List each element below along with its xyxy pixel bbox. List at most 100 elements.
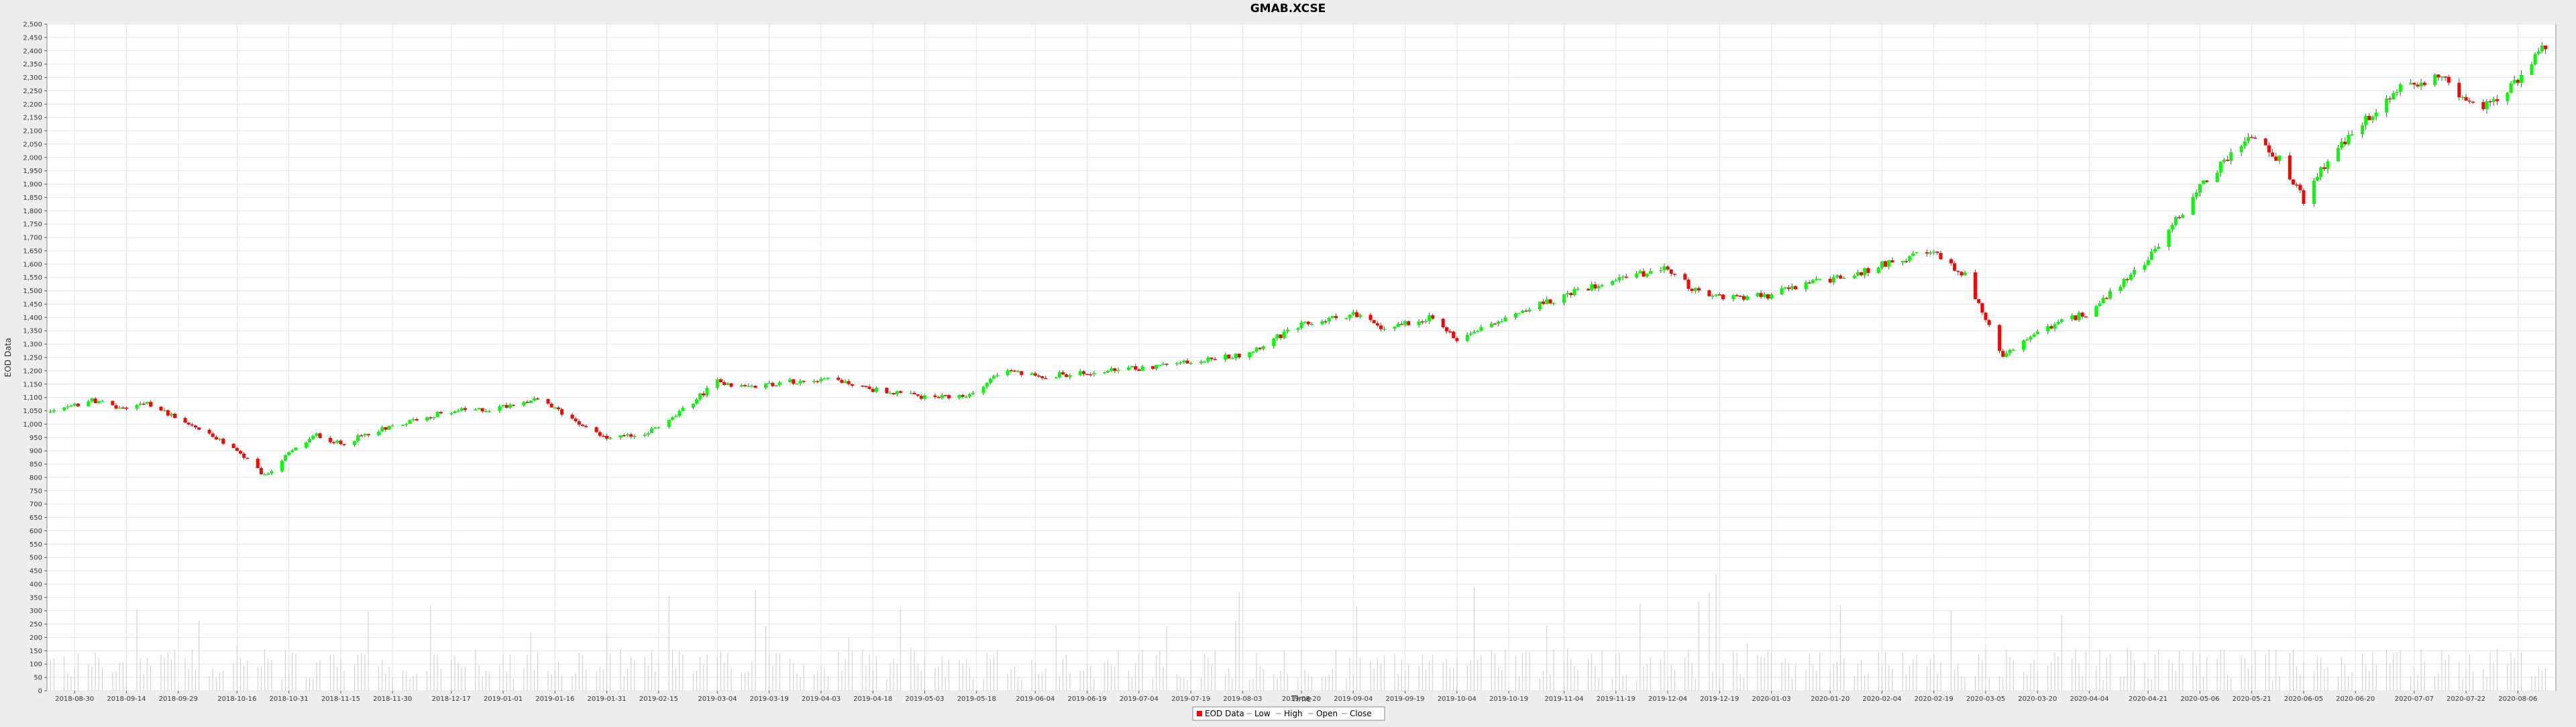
y-tick-label: 650 [30, 514, 42, 522]
candle-body [1621, 276, 1625, 278]
candle-body [1428, 315, 1432, 321]
candle-body [650, 428, 654, 433]
candle-body [871, 388, 875, 392]
x-tick-label: 2019-01-16 [535, 695, 574, 703]
candle-body [1856, 272, 1860, 276]
x-tick-label: 2019-11-19 [1597, 695, 1635, 703]
candle-body [2174, 217, 2178, 225]
candle-body [1566, 292, 1570, 294]
candle-body [919, 396, 923, 399]
candle-body [826, 378, 830, 379]
candle-body [339, 441, 343, 445]
candle-body [501, 404, 505, 406]
candle-body [2022, 340, 2026, 350]
candle-body [1500, 321, 1504, 323]
y-tick-label: 500 [30, 555, 42, 562]
y-tick-label: 2,000 [23, 154, 42, 162]
candle-body [1254, 347, 1258, 352]
candle-body [1137, 370, 1141, 371]
y-tick-label: 100 [30, 661, 42, 669]
y-tick-label: 2,450 [23, 34, 42, 42]
candle-body [1379, 325, 1383, 329]
y-tick-label: 2,500 [23, 21, 42, 29]
candle-body [377, 431, 381, 435]
candle-body [2108, 290, 2112, 299]
candle-body [2392, 93, 2396, 100]
candle-body [1974, 272, 1978, 299]
candle-body [633, 435, 637, 437]
candle-body [2084, 316, 2088, 318]
candle-body [1206, 357, 1210, 362]
candle-body [2253, 137, 2257, 139]
candle-body [988, 378, 992, 383]
candle-body [912, 392, 916, 395]
candle-body [1900, 261, 1904, 263]
candle-body [2274, 156, 2278, 161]
candle-body [892, 392, 896, 395]
candle-body [802, 380, 806, 382]
candle-body [1061, 372, 1065, 375]
candle-body [691, 403, 695, 408]
candle-body [1078, 371, 1082, 376]
candle-body [2035, 331, 2039, 335]
candle-body [864, 386, 868, 387]
candle-body [1368, 315, 1373, 321]
candle-body [574, 418, 578, 422]
candle-body [739, 385, 743, 387]
candle-body [1081, 371, 1085, 374]
candle-body [2516, 80, 2520, 83]
candle-body [1150, 366, 1155, 369]
candle-body [429, 417, 433, 418]
candle-body [1476, 331, 1480, 332]
candle-body [287, 452, 291, 455]
candle-body [66, 406, 70, 408]
candle-body [2080, 313, 2084, 317]
candle-body [2098, 303, 2102, 306]
candle-body [2167, 229, 2171, 247]
candle-body [2350, 134, 2354, 135]
candle-body [1662, 266, 1666, 270]
candle-body [2070, 315, 2074, 319]
candle-body [1860, 272, 1864, 276]
candle-body [2412, 82, 2416, 85]
candle-body [625, 434, 629, 436]
candle-body [76, 403, 80, 406]
candle-body [366, 434, 370, 435]
candle-body [197, 427, 201, 430]
candle-body [2053, 324, 2057, 329]
candle-body [1593, 284, 1597, 289]
candle-body [111, 400, 115, 406]
candle-body [967, 394, 971, 397]
candle-body [93, 398, 97, 404]
x-tick-label: 2020-06-05 [2284, 695, 2323, 703]
candle-body [1065, 374, 1069, 378]
candle-body [798, 380, 802, 384]
candle-body [1085, 374, 1089, 376]
candle-body [1939, 253, 1943, 260]
candle-body [961, 394, 965, 397]
candle-body [1113, 368, 1117, 372]
candle-body [985, 382, 989, 387]
candle-body [1348, 315, 1352, 319]
candle-body [183, 418, 187, 423]
candle-body [1617, 277, 1621, 280]
candle-body [1711, 296, 1715, 297]
candle-body [1831, 276, 1835, 283]
candle-body [169, 413, 173, 416]
y-tick-label: 2,100 [23, 128, 42, 135]
candle-body [1306, 321, 1310, 325]
candle-body [2101, 298, 2105, 304]
candle-body [1876, 268, 1880, 273]
candle-body [138, 403, 142, 405]
candle-body [594, 427, 598, 433]
candle-body [771, 382, 775, 386]
chart-title: GMAB.XCSE [1250, 2, 1326, 15]
candle-body [678, 410, 682, 416]
candle-body [1842, 278, 1846, 280]
candle-body [2340, 142, 2344, 148]
candle-body [1248, 352, 1252, 357]
candle-body [2491, 99, 2496, 103]
candle-body [2129, 274, 2133, 280]
candle-body [2347, 134, 2351, 145]
candle-body [1977, 298, 1981, 304]
